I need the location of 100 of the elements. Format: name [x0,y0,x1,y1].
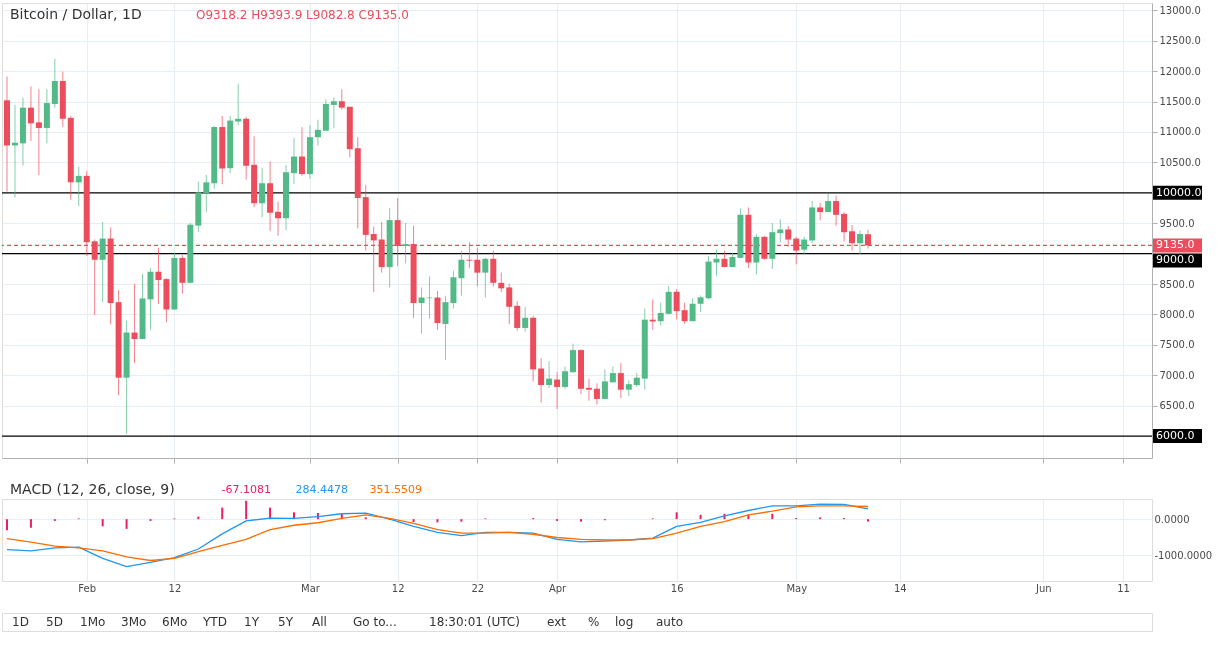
candlestick [617,362,624,399]
y-tick-label: 0.0000 [1154,513,1190,525]
candlestick [27,86,34,142]
text: log [615,615,634,629]
y-tick-label: 7500.0 [1159,339,1195,351]
candlestick [506,283,513,325]
candlestick [458,250,465,297]
candlestick [570,343,577,374]
candlestick [155,247,162,305]
text: Go to... [353,615,397,629]
y-tick-label: 8000.0 [1159,308,1195,320]
bar [436,519,439,523]
x-tick-label: 14 [894,582,907,594]
bar [771,513,774,520]
candlestick [817,202,824,221]
candlestick [649,298,656,331]
bar [125,519,128,529]
text: 6Mo [162,615,188,629]
y-tick-label: 13000.0 [1159,4,1201,16]
y-tick-label: -1000.0000 [1154,549,1213,561]
candlestick [418,286,425,334]
candlestick [131,283,138,364]
candlestick [593,382,600,405]
text: ext [547,615,567,629]
candlestick [474,247,481,287]
y-tick-label: 9500.0 [1159,217,1195,229]
candlestick [51,58,58,109]
bar [101,519,104,527]
bar [412,519,415,523]
candlestick [681,302,688,325]
x-tick-label: Feb [78,582,97,594]
candlestick [482,257,489,299]
candlestick [298,126,305,177]
x-tick-label: 12 [391,582,405,594]
bar [6,519,8,531]
bar [460,519,463,522]
x-tick-label: 16 [670,582,684,594]
text: auto [656,615,684,629]
y-tick-label: 10500.0 [1159,156,1201,168]
y-tick-label: 11500.0 [1159,96,1201,108]
candlestick [259,167,266,218]
candlestick [75,166,82,207]
bar [675,512,678,520]
candlestick [833,195,840,227]
text: % [588,615,600,629]
text: 5D [46,615,63,629]
candlestick [562,366,569,390]
candlestick [442,295,449,361]
text: 1Y [244,615,260,629]
candlestick [538,357,545,404]
candlestick [402,222,409,264]
candlestick [673,288,680,320]
x-tick-label: 11 [1117,582,1130,594]
y-tick-label: 11000.0 [1159,126,1201,138]
text: YTD [202,615,227,629]
x-tick-label: Mar [301,582,321,594]
candlestick [777,218,784,243]
candlestick [490,250,497,287]
ref-line-label: 9135.0 [1156,238,1195,252]
bar [866,519,869,522]
x-tick-label: 12 [168,582,182,594]
candlestick [841,211,848,242]
chart-title: Bitcoin / Dollar, 1D [10,6,142,22]
x-tick-label: Jun [1035,582,1052,594]
candlestick [338,88,345,111]
candlestick [99,221,106,303]
candlestick [657,302,664,327]
ref-line-label: 6000.0 [1156,429,1195,443]
candlestick [514,300,521,332]
y-tick-label: 7000.0 [1159,369,1195,381]
ref-line-label: 10000.0 [1156,185,1202,199]
candlestick [35,88,42,176]
candlestick [522,306,529,333]
candlestick [314,119,321,146]
text: 18:30:01 (UTC) [429,615,520,629]
chart-title: MACD (12, 26, close, 9) [10,481,175,497]
bar [221,507,224,520]
candlestick [665,285,672,315]
text: 1Mo [80,615,106,629]
text: 3Mo [121,615,147,629]
bar [29,519,32,528]
annotation: O9318.2 H9393.9 L9082.8 C9135.0 [196,8,409,22]
ref-line-label: 9000.0 [1156,253,1195,267]
bar [245,500,248,520]
text: All [312,615,327,629]
candlestick [203,174,210,213]
candlestick [330,97,337,129]
y-tick-label: 12500.0 [1159,35,1201,47]
y-tick-label: 8500.0 [1159,278,1195,290]
candlestick [857,229,864,255]
text: 1D [12,615,29,629]
x-tick-label: Apr [548,582,568,594]
y-tick-label: 6500.0 [1159,400,1195,412]
candlestick [275,201,282,237]
candlestick [290,137,297,185]
y-tick-label: 12000.0 [1159,65,1201,77]
text: 5Y [278,615,294,629]
candlestick [585,378,592,402]
x-tick-label: May [786,582,808,594]
text: 351.5509 [369,483,422,496]
